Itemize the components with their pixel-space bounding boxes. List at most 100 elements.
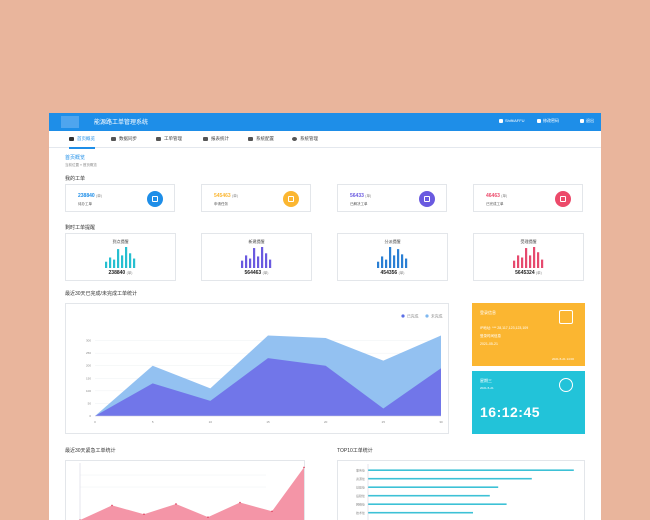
sparkline-bars	[513, 247, 544, 268]
reminder-value: 5645324 (单)	[474, 270, 583, 276]
login-date: 2021-05-21	[480, 342, 498, 346]
main-nav: 首页概览 数据同步 工单管理 报表统计 系统配置 系统管理	[49, 131, 601, 149]
stat-card-resolved[interactable]: 56433 (单) 已解决工单	[337, 184, 447, 212]
top10-panel: 事务处 资源处 基建处 后勤处 网络处 技术处	[337, 460, 585, 520]
my-orders-title: 我的工单	[65, 176, 86, 182]
reminder-value: 454356 (单)	[338, 270, 447, 276]
tab-reports[interactable]: 报表统计	[203, 136, 229, 147]
reminder-title: 分派提醒	[384, 239, 401, 244]
clock-icon	[559, 378, 573, 392]
sparkline-bar	[385, 259, 388, 268]
stat-card-todo[interactable]: 238840 (单) 待办工单	[65, 184, 175, 212]
login-ip: IP地址: *** 28,117,123,123,109	[480, 326, 529, 330]
top10-bar	[368, 477, 532, 480]
reminder-number: 5645324	[515, 270, 535, 276]
reminder-card-new[interactable]: 新建提醒 564463 (单)	[201, 233, 312, 281]
y-tick-label: 300	[86, 339, 91, 343]
stat-value: 545463 (单)	[214, 193, 238, 199]
reminder-card-accept[interactable]: 受理提醒 5645324 (单)	[473, 233, 584, 281]
breadcrumb-root[interactable]: 当前位置	[65, 163, 79, 167]
area-chart: 已完成 未完成 0 50 100 150 200 250 300 0 5 10 15 20 25 30	[86, 314, 443, 425]
tab-label: 报表统计	[211, 136, 229, 141]
sparkline-bar	[269, 259, 272, 268]
top-bar: 能源路工单管理系统 Shift/AFFU 修改密码 退出	[49, 113, 601, 131]
data-point	[239, 501, 241, 504]
reminder-unit: (单)	[262, 271, 269, 275]
sparkline-bar	[397, 249, 400, 268]
task-icon	[283, 191, 299, 207]
user-icon	[499, 118, 503, 123]
stat-value: 238840 (单)	[78, 193, 102, 199]
sparkline-bar	[121, 255, 124, 268]
area-series-done	[95, 358, 441, 416]
list-icon	[156, 136, 161, 141]
login-footer: 2021-5-21 14:00	[552, 357, 575, 361]
stat-label: 已解决工单	[350, 202, 368, 206]
user-name: Shift/AFFU	[505, 118, 525, 123]
stat-card-apply[interactable]: 545463 (单) 申请任务	[201, 184, 311, 212]
top10-bar	[368, 486, 499, 488]
logout-button[interactable]: 退出	[580, 118, 594, 124]
legend-done-swatch	[401, 314, 405, 318]
tab-config[interactable]: 系统配置	[248, 136, 274, 147]
x-tick-label: 25	[382, 420, 386, 424]
reminder-card-assign[interactable]: 分派提醒 454356 (单)	[337, 233, 448, 281]
data-point	[111, 504, 113, 507]
clock-card: 星期三 2021-5-21 16:12:45	[472, 371, 585, 434]
reminder-value: 564463 (单)	[202, 270, 311, 276]
document-icon	[147, 191, 163, 207]
reminder-title: 受理提醒	[520, 239, 537, 244]
sparkline-bar	[261, 247, 264, 268]
category-label: 资源处	[356, 476, 365, 481]
image-icon	[111, 136, 116, 141]
sparkline-bar	[109, 257, 112, 268]
top10-bar	[368, 511, 473, 514]
top10-bar	[368, 503, 507, 505]
area-chart-title: 最近30天已完成/未完成工单统计	[65, 291, 137, 297]
sparkline-bar	[525, 248, 528, 268]
user-menu[interactable]: Shift/AFFU	[499, 118, 525, 123]
legend-done: 已完成	[407, 314, 419, 319]
sparkline-bar	[521, 257, 524, 268]
reminder-number: 238840	[108, 270, 126, 276]
sparkline-bars	[377, 247, 408, 268]
y-tick-label: 0	[89, 414, 91, 418]
power-icon	[580, 118, 584, 123]
legend-undone: 未完成	[431, 314, 443, 319]
gear-icon	[292, 136, 297, 141]
area-chart-panel: 已完成 未完成 0 50 100 150 200 250 300 0 5 10 15 20 25 30	[65, 303, 449, 434]
tab-label: 系统管理	[300, 136, 318, 141]
stat-card-finished[interactable]: 46463 (单) 已完成工单	[473, 184, 583, 212]
top10-bar	[368, 494, 490, 497]
breadcrumb-current: 首页概览	[82, 163, 97, 167]
sparkline-bar	[377, 261, 380, 268]
reminder-card-due[interactable]: 到点提醒 238840 (单)	[65, 233, 176, 281]
sparkline-bar	[245, 255, 248, 268]
home-icon	[69, 136, 74, 141]
stat-unit: (单)	[232, 194, 238, 198]
stat-number: 238840	[78, 193, 95, 199]
stat-unit: (单)	[365, 194, 372, 198]
reminder-unit: (单)	[398, 271, 405, 275]
stat-value: 56433 (单)	[350, 193, 371, 199]
sparkline-bar	[125, 247, 128, 268]
tab-system[interactable]: 系统管理	[292, 136, 318, 147]
sparkline-bar	[117, 249, 120, 268]
reminder-title: 新建提醒	[248, 239, 265, 244]
x-tick-label: 15	[266, 420, 270, 424]
sparkline-bar	[389, 247, 392, 268]
app-title: 能源路工单管理系统	[94, 120, 149, 126]
tab-data-sync[interactable]: 数据同步	[111, 136, 137, 147]
urgent-chart-title: 最近30天紧急工单统计	[65, 448, 116, 454]
change-password-link[interactable]: 修改密码	[537, 118, 559, 124]
login-info-card: 登录信息 IP地址: *** 28,117,123,123,109 登录时间信息…	[472, 303, 585, 366]
tab-orders[interactable]: 工单管理	[156, 136, 182, 147]
sparkline-bar	[541, 259, 544, 268]
y-tick-label: 50	[88, 401, 92, 405]
sparkline-bar	[241, 260, 244, 268]
y-tick-label: 150	[86, 376, 91, 380]
tab-home[interactable]: 首页概览	[69, 136, 95, 149]
reminder-unit: (单)	[536, 271, 542, 275]
sparkline-bar	[537, 252, 540, 268]
